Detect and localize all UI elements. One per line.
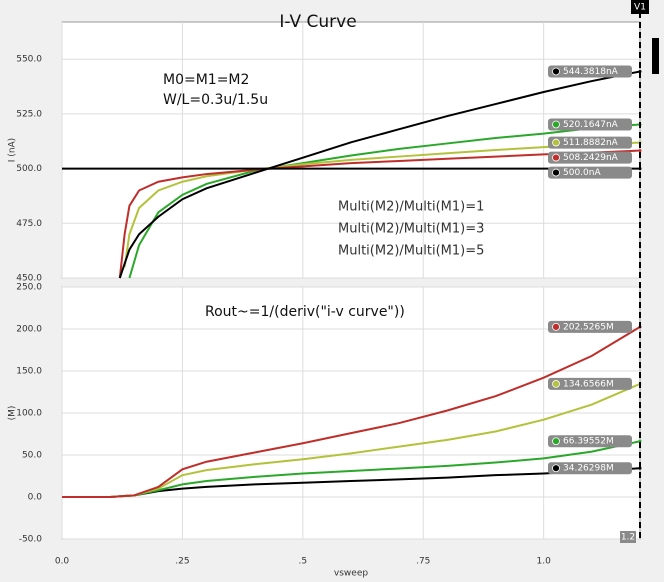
legend-entry: Multi(M2)/Multi(M1)=3 — [338, 222, 484, 237]
line — [123, 141, 641, 268]
marker-label: 500.0nA — [563, 168, 601, 178]
chart-title: I-V Curve — [279, 12, 356, 32]
y-tick-label: 525.0 — [16, 109, 42, 119]
y-tick-label: 500.0 — [16, 164, 42, 174]
marker-label: 34.26298M — [563, 464, 614, 474]
marker-label-box — [548, 166, 632, 179]
x-tick-label: 0.0 — [55, 557, 70, 567]
y-tick-label: 475.0 — [16, 219, 42, 229]
y-tick-label: 550.0 — [16, 55, 42, 65]
cursor-tag — [631, 0, 649, 14]
y-axis-label: (M) — [8, 406, 18, 421]
cursor-name: V1 — [634, 3, 646, 13]
y-axis-label: I (nA) — [8, 138, 18, 162]
legend-entry: Multi(M2)/Multi(M1)=1 — [338, 200, 484, 215]
marker-label-box — [548, 462, 632, 475]
end-point — [638, 149, 642, 153]
scrollbar — [652, 38, 659, 74]
marker-label-box — [548, 377, 632, 390]
marker-dot — [552, 168, 560, 177]
marker-dot — [552, 120, 560, 129]
marker-dot — [552, 464, 560, 473]
plot-area-top — [61, 21, 641, 279]
marker-label: 520.1647nA — [563, 120, 619, 130]
end-point — [638, 439, 642, 443]
legend-entry: Multi(M2)/Multi(M1)=5 — [338, 244, 484, 259]
y-tick-label: 200.0 — [16, 325, 42, 335]
cursor-value-box — [620, 531, 636, 543]
annotation: M0=M1=M2 — [163, 72, 249, 88]
y-tick-label: -50.0 — [19, 535, 43, 545]
x-axis-label: vsweep — [334, 569, 368, 579]
marker-label: 202.5265M — [563, 322, 614, 332]
marker-dot — [552, 379, 560, 388]
y-tick-label: 0.0 — [28, 493, 43, 503]
marker-label: 511.8882nA — [563, 138, 619, 148]
marker-dot — [552, 138, 560, 147]
marker-dot — [552, 322, 560, 331]
marker-label: 544.3818nA — [563, 67, 619, 77]
line — [118, 70, 641, 279]
y-tick-label: 100.0 — [16, 409, 42, 419]
marker-label: 508.2429nA — [563, 153, 619, 163]
marker-label-box — [548, 320, 632, 333]
marker-label-box — [548, 136, 632, 149]
line — [62, 326, 641, 498]
marker-dot — [552, 67, 560, 76]
marker-dot — [552, 153, 560, 162]
marker-label-box — [548, 435, 632, 448]
marker-label-box — [548, 118, 632, 131]
marker-label: 134.6566M — [563, 379, 614, 389]
marker-label: 66.39552M — [563, 437, 614, 447]
line — [128, 123, 641, 279]
x-tick-label: 1.0 — [537, 557, 552, 567]
annotation: W/L=0.3u/1.5u — [163, 92, 268, 108]
annotation: Rout~=1/(deriv("i-v curve")) — [205, 304, 405, 320]
y-tick-label: 50.0 — [22, 451, 42, 461]
cursor-value: 1.2 — [621, 533, 635, 543]
x-tick-label: .5 — [299, 557, 308, 567]
marker-label-box — [548, 151, 632, 164]
x-tick-label: .75 — [416, 557, 430, 567]
y-tick-label: 150.0 — [16, 367, 42, 377]
y-tick-label: 250.0 — [16, 283, 42, 293]
y-tick-label: 450.0 — [16, 274, 42, 284]
x-tick-label: .25 — [175, 557, 189, 567]
marker-label-box — [548, 65, 632, 78]
marker-dot — [552, 437, 560, 446]
